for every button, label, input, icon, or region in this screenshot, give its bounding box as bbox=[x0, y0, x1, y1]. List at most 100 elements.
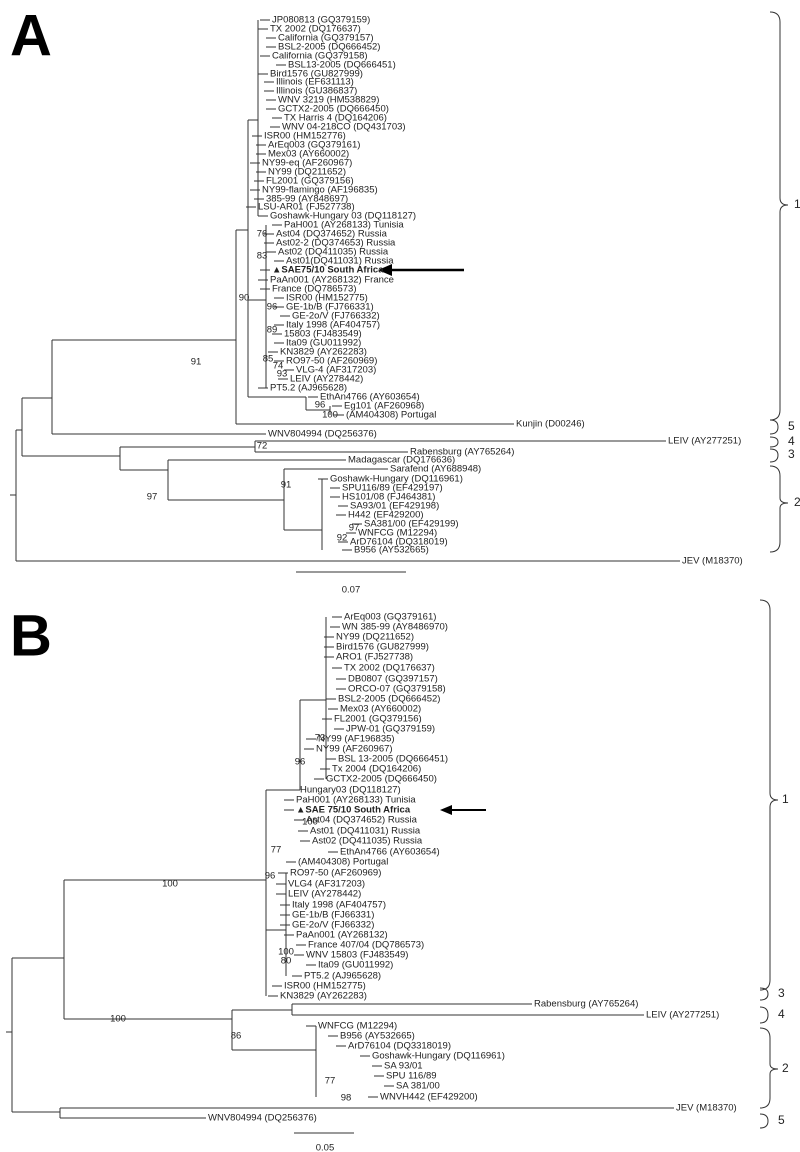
taxon-label: NY99-flamingo (AF196835) bbox=[262, 185, 378, 196]
clade-label: 1 bbox=[782, 792, 789, 806]
taxon-label: WNV804994 (DQ256376) bbox=[208, 1113, 317, 1124]
taxon-label: Rabensburg (AY765264) bbox=[534, 999, 638, 1010]
taxon-label: NY99 (AF260967) bbox=[316, 744, 393, 755]
taxon-label: EthAn4766 (AY603654) bbox=[340, 847, 440, 858]
bootstrap-value: 100 bbox=[162, 879, 178, 890]
taxon-label: EthAn4766 (AY603654) bbox=[320, 392, 420, 403]
taxon-label: Hungary03 (DQ118127) bbox=[300, 785, 401, 796]
taxon-label: RO97-50 (AF260969) bbox=[290, 868, 381, 879]
bootstrap-value: 93 bbox=[277, 369, 288, 380]
taxon-label: PaH001 (AY268133) Tunisia bbox=[296, 795, 416, 806]
taxon-label: ISR00 (HM152775) bbox=[284, 981, 366, 992]
bootstrap-value: 77 bbox=[325, 1076, 336, 1087]
taxon-label: California (GQ379157) bbox=[278, 33, 374, 44]
taxon-label: DB0807 (GQ397157) bbox=[348, 674, 438, 685]
taxon-label: LEIV (AY277251) bbox=[646, 1010, 719, 1021]
taxon-label: (AM404308) Portugal bbox=[298, 857, 388, 868]
bootstrap-value: 90 bbox=[239, 293, 250, 304]
taxon-label: VLG-4 (AF317203) bbox=[296, 365, 376, 376]
taxon-label: TX 2002 (DQ176637) bbox=[344, 663, 435, 674]
taxon-label: Bird1576 (GU827999) bbox=[336, 642, 429, 653]
taxon-label: ArEq003 (GQ379161) bbox=[344, 612, 436, 623]
taxon-label: BSL13-2005 (DQ666451) bbox=[288, 60, 396, 71]
taxon-label: 385-99 (AY848697) bbox=[266, 194, 348, 205]
taxon-label: GE-2o/V (FJ66332) bbox=[292, 920, 374, 931]
taxon-label: B956 (AY532665) bbox=[354, 545, 429, 556]
taxon-label: KN3829 (AY262283) bbox=[280, 991, 367, 1002]
taxon-label: NY99-eq (AF260967) bbox=[262, 158, 352, 169]
taxon-label: VLG4 (AF317203) bbox=[288, 879, 365, 890]
taxon-label: ORCO-07 (GQ379158) bbox=[348, 684, 446, 695]
taxon-label: Ita09 (GU011992) bbox=[318, 960, 393, 971]
bootstrap-value: 100 bbox=[278, 947, 294, 958]
bootstrap-value: 96 bbox=[315, 400, 326, 411]
bootstrap-value: 76 bbox=[257, 229, 268, 240]
taxon-label: WNVH442 (EF429200) bbox=[380, 1092, 478, 1103]
arrows bbox=[378, 264, 486, 815]
taxon-label: SA 381/00 bbox=[396, 1081, 440, 1092]
bootstrap-value: 98 bbox=[341, 1093, 352, 1104]
taxon-label: PT5.2 (AJ965628) bbox=[304, 971, 381, 982]
clade-label: 4 bbox=[788, 434, 795, 448]
bootstrap-value: 77 bbox=[271, 845, 282, 856]
taxon-label: Ast04 (DQ374652) Russia bbox=[306, 815, 418, 826]
taxon-label: BSL2-2005 (DQ666452) bbox=[278, 42, 380, 53]
taxon-label: ▲SAE75/10 South Africa bbox=[272, 265, 384, 276]
taxon-label: Kunjin (D00246) bbox=[516, 419, 585, 430]
taxon-label: Ast01 (DQ411031) Russia bbox=[310, 826, 421, 837]
taxon-label: Ast02-2 (DQ374653) Russia bbox=[276, 238, 396, 249]
taxon-label: Ast01(DQ411031) Russia bbox=[286, 256, 394, 267]
taxon-label: FL2001 (GQ379156) bbox=[334, 714, 422, 725]
bootstrap-value: 80 bbox=[281, 956, 292, 967]
taxon-label: SA381/00 (EF429199) bbox=[364, 519, 459, 530]
taxon-label: Ast02 (DQ411035) Russia bbox=[312, 836, 423, 847]
taxon-label: SPU 116/89 bbox=[386, 1071, 437, 1082]
taxon-label: KN3829 (AY262283) bbox=[280, 347, 367, 358]
taxon-label: GCTX2-2005 (DQ666450) bbox=[326, 774, 437, 785]
bootstrap-value: 91 bbox=[281, 480, 292, 491]
taxon-label: LEIV (AY277251) bbox=[668, 436, 741, 447]
taxon-label: TX 2002 (DQ176637) bbox=[270, 24, 361, 35]
taxon-label: JP080813 (GQ379159) bbox=[272, 15, 370, 26]
bootstrap-value: 72 bbox=[257, 441, 268, 452]
taxon-label: WN 385-99 (AY8486970) bbox=[342, 622, 448, 633]
taxon-label: Madagascar (DQ176636) bbox=[348, 455, 455, 466]
clade-label: 4 bbox=[778, 1007, 785, 1021]
clade-label: 5 bbox=[788, 419, 795, 433]
taxon-label: BSL2-2005 (DQ666452) bbox=[338, 694, 440, 705]
taxon-label: PaAn001 (AY268132) France bbox=[270, 275, 394, 286]
clade-label: 3 bbox=[778, 986, 785, 1000]
taxon-label: California (GQ379158) bbox=[272, 51, 368, 62]
clade-label: 5 bbox=[778, 1113, 785, 1127]
taxon-label: JPW-01 (GQ379159) bbox=[346, 724, 435, 735]
taxon-label: HS101/08 (FJ464381) bbox=[342, 492, 435, 503]
bootstrap-value: 74 bbox=[273, 361, 284, 372]
taxon-label: (AM404308) Portugal bbox=[346, 410, 436, 421]
taxon-label: TX Harris 4 (DQ164206) bbox=[284, 113, 387, 124]
bootstrap-value: 73 bbox=[315, 733, 326, 744]
taxon-label: WNV 04-218CO (DQ431703) bbox=[282, 122, 406, 133]
taxon-label: Tx 2004 (DQ164206) bbox=[332, 764, 421, 775]
taxon-label: ArD76104 (DQ3318019) bbox=[348, 1041, 451, 1052]
taxon-label: B956 (AY532665) bbox=[340, 1031, 415, 1042]
bootstrap-value: 85 bbox=[263, 354, 274, 365]
taxon-label: France (DQ786573) bbox=[272, 284, 356, 295]
clade-label: 1 bbox=[794, 197, 800, 211]
taxon-label: NY99 (DQ211652) bbox=[268, 167, 346, 178]
scale-label: 0.05 bbox=[316, 1143, 335, 1152]
taxon-label: 15803 (FJ483549) bbox=[284, 329, 362, 340]
taxon-label: GCTX2-2005 (DQ666450) bbox=[278, 104, 389, 115]
taxon-label: Mex03 (AY660002) bbox=[268, 149, 349, 160]
taxon-label: WNV 15803 (FJ483549) bbox=[306, 950, 408, 961]
taxon-label: Illinois (EF631113) bbox=[276, 77, 354, 88]
taxon-label: RO97-50 (AF260969) bbox=[286, 356, 377, 367]
bootstrap-value: 100 bbox=[110, 1014, 126, 1025]
taxon-label: PaH001 (AY268133) Tunisia bbox=[284, 220, 404, 231]
taxon-label: LEIV (AY278442) bbox=[290, 374, 363, 385]
taxon-label: France 407/04 (DQ786573) bbox=[308, 940, 424, 951]
bootstrap-value: 100 bbox=[322, 410, 338, 421]
taxon-label: Bird1576 (GU827999) bbox=[270, 69, 363, 80]
taxon-label: WNFCG (M12294) bbox=[318, 1021, 397, 1032]
bootstrap-value: 96 bbox=[267, 302, 278, 313]
clade-label: 2 bbox=[782, 1061, 789, 1075]
